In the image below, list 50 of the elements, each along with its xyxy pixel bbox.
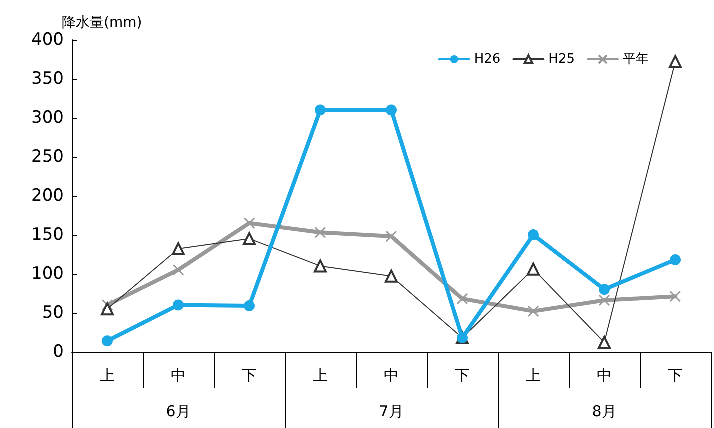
x-tick-label: 中 (384, 366, 399, 384)
x-tick-label: 下 (455, 366, 470, 384)
point (670, 290, 682, 302)
point (102, 299, 114, 311)
point (670, 254, 681, 266)
point (599, 284, 610, 296)
point (528, 230, 539, 240)
point (101, 302, 114, 316)
point (314, 260, 327, 273)
point (173, 300, 184, 311)
point (386, 104, 397, 116)
legend-label: H25 (548, 52, 576, 67)
y-tick-label: 0 (53, 342, 64, 362)
x-tick-label: 上 (100, 366, 115, 384)
y-tick-label: 50 (42, 303, 64, 323)
point (315, 104, 326, 116)
text: 6月 (166, 402, 191, 420)
point (598, 336, 611, 350)
point (528, 306, 540, 318)
y-tick-label: 250 (32, 147, 64, 167)
x-tick-label: 下 (668, 366, 683, 384)
text: 7月 (379, 402, 404, 420)
legend-label: 平年 (623, 52, 649, 67)
point (244, 218, 256, 230)
y-tick-label: 100 (32, 264, 64, 284)
point (386, 230, 398, 242)
y-tick-label: 350 (32, 69, 64, 89)
text: 8月 (592, 402, 617, 420)
y-tick-label: 200 (32, 186, 64, 206)
point (243, 232, 256, 246)
point (172, 264, 184, 276)
point (527, 262, 540, 276)
point (385, 270, 398, 283)
x-tick-label: 下 (242, 366, 257, 384)
x-tick-label: 中 (597, 366, 612, 384)
x-tick-label: 上 (526, 366, 541, 384)
y-axis-title: 降水量(mm) (62, 15, 142, 31)
point (456, 293, 468, 305)
point (102, 336, 113, 347)
y-tick-label: 300 (32, 108, 64, 128)
legend-label: H26 (474, 52, 501, 67)
point (172, 242, 185, 256)
x-tick-label: 上 (313, 366, 328, 384)
point (314, 226, 326, 238)
x-tick-label: 中 (171, 366, 186, 384)
y-tick-label: 400 (32, 30, 64, 50)
point (244, 300, 255, 312)
point (598, 294, 610, 306)
y-tick-label: 150 (32, 225, 64, 245)
point (669, 55, 682, 68)
